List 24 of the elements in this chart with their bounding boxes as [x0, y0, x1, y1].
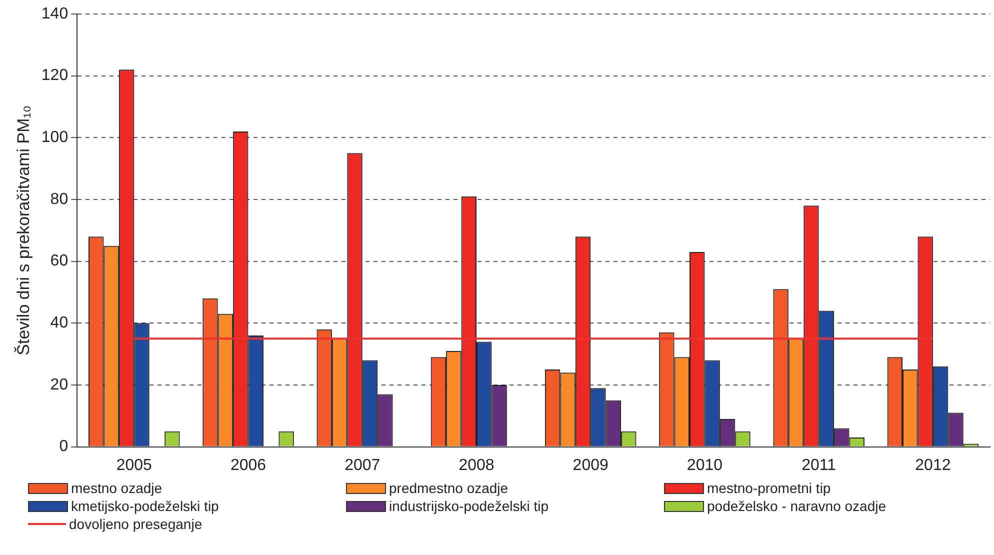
x-tick-label: 2011 [802, 456, 836, 474]
x-tick-label: 2005 [116, 456, 152, 474]
legend-label: kmetijsko-podeželski tip [71, 498, 219, 514]
y-axis-title: Število dni s prekoračitvami PM₁₀ [14, 105, 33, 356]
legend-label: mestno-prometni tip [707, 480, 831, 496]
y-tick-label: 120 [41, 67, 68, 84]
legend-label: podeželsko - naravno ozadje [707, 498, 886, 514]
x-tick-label: 2012 [915, 456, 951, 474]
x-tick-label: 2008 [458, 456, 494, 474]
y-tick-label: 140 [41, 5, 68, 22]
y-tick-label: 0 [59, 438, 68, 456]
y-tick-label: 100 [41, 129, 68, 146]
y-tick-label: 40 [50, 314, 68, 332]
legend-label: predmestno ozadje [389, 480, 508, 496]
legend-label: mestno ozadje [71, 480, 162, 496]
y-tick-label: 60 [50, 252, 68, 270]
x-tick-label: 2006 [230, 456, 266, 474]
legend-label: industrijsko-podeželski tip [389, 498, 549, 514]
x-tick-label: 2010 [686, 456, 723, 474]
x-tick-label: 2009 [572, 456, 609, 474]
legend-label: dovoljeno preseganje [69, 516, 202, 532]
x-tick-label: 2007 [344, 456, 380, 474]
y-tick-label: 20 [50, 376, 68, 394]
y-tick-label: 80 [50, 190, 68, 208]
